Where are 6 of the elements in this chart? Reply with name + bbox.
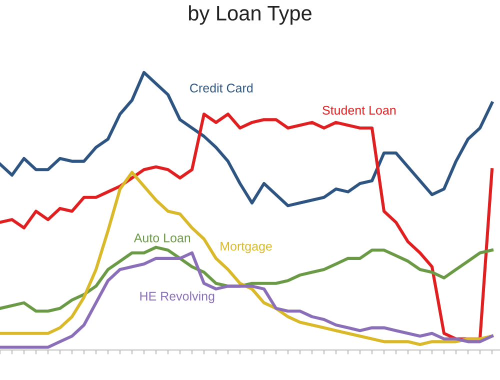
series-label: HE Revolving [140,291,214,304]
series-label: Student Loan [322,106,396,115]
chart-title: by Loan Type [188,5,312,25]
series-label: Auto Loan [134,234,190,242]
series-label: Credit Card [190,83,253,92]
series-label: Mortgage [220,242,272,254]
